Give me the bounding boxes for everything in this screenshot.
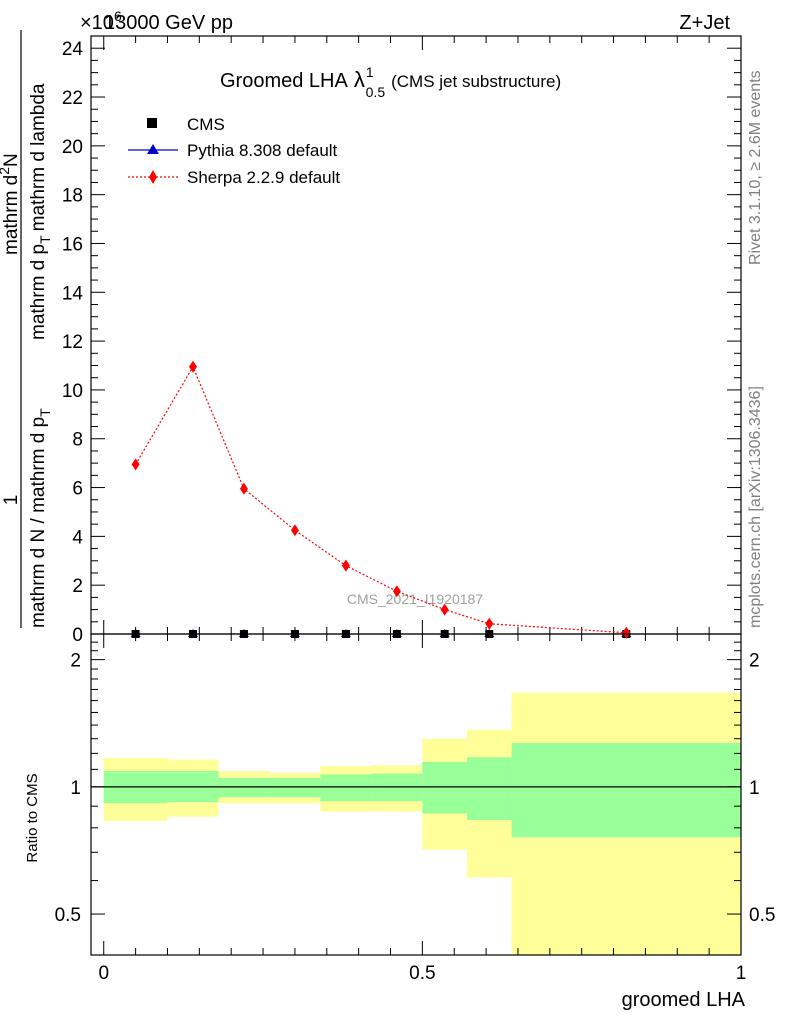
main-ytick-label: 6 [72, 479, 83, 500]
ratio-y-axis-label: Ratio to CMS [24, 773, 41, 862]
main-ytick-label: 10 [62, 381, 83, 402]
sherpa-point [290, 524, 299, 537]
legend-label-sherpa: Sherpa 2.2.9 default [187, 168, 340, 187]
xtick-label: 0 [98, 963, 109, 984]
sherpa-point [239, 482, 248, 495]
ratio-ytick-label: 1 [70, 778, 81, 799]
ratio-stat-band [422, 762, 467, 814]
ratio-stat-band [320, 774, 372, 802]
ratio-stat-band [218, 777, 270, 798]
legend-marker-cms [147, 118, 157, 128]
main-ytick-label: 22 [62, 88, 83, 109]
legend-item-pythia: Pythia 8.308 default [128, 141, 338, 160]
legend-label-cms: CMS [187, 115, 225, 134]
ratio-stat-band [269, 777, 321, 798]
legend-item-sherpa: Sherpa 2.2.9 default [128, 168, 340, 187]
legend-item-cms: CMS [147, 115, 225, 134]
ratio-ytick-label-right: 1 [749, 778, 760, 799]
main-ytick-label: 14 [62, 283, 84, 304]
main-ytick-label: 24 [62, 39, 84, 60]
ratio-ytick-label-right: 2 [749, 651, 760, 672]
ylabel-right-denominator: mathrm d pTmathrm d lambda [28, 83, 53, 340]
main-ytick-label: 2 [72, 576, 83, 597]
legend-marker-sherpa [149, 170, 157, 184]
ratio-ytick-label-right: 0.5 [749, 905, 775, 926]
main-ytick-label: 12 [62, 332, 83, 353]
y-axis-exponent: ×106 [80, 8, 122, 34]
main-ytick-label: 0 [72, 625, 83, 646]
sherpa-point [341, 559, 350, 572]
ratio-ytick-label: 2 [70, 651, 81, 672]
sherpa-point [622, 626, 631, 639]
ratio-stat-band [466, 757, 512, 820]
ratio-frame [90, 633, 742, 956]
ylabel-right-numerator: mathrm d2N [0, 153, 22, 255]
header-process: Z+Jet [679, 12, 730, 34]
sherpa-point [188, 360, 197, 373]
main-ytick-label: 4 [72, 527, 83, 548]
header-collision-energy: 13000 GeV pp [104, 12, 233, 34]
ylabel-denominator: mathrm d N / mathrm d pT [28, 408, 53, 628]
rivet-label: Rivet 3.1.10, ≥ 2.6M events [747, 70, 764, 265]
main-ytick-label: 20 [62, 137, 83, 158]
sherpa-point [485, 617, 494, 630]
main-ytick-label: 16 [62, 234, 83, 255]
sherpa-point [392, 585, 401, 598]
plot-title: Groomed LHA λ1 0.5(CMS jet substructure) [220, 64, 561, 100]
analysis-watermark: CMS_2021_I1920187 [347, 591, 483, 607]
legend-marker-pythia [147, 144, 159, 154]
sherpa-point [131, 458, 140, 471]
main-ytick-label: 8 [72, 430, 83, 451]
x-axis-label: groomed LHA [622, 989, 746, 1011]
ylabel-numerator: 1 [1, 495, 22, 506]
xtick-label: 0.5 [409, 963, 435, 984]
ratio-stat-band [511, 742, 741, 838]
legend: CMS Pythia 8.308 default Sherpa 2.2.9 de… [128, 115, 340, 187]
main-ytick-label: 18 [62, 186, 83, 207]
main-y-axis-label: 1 mathrm d N / mathrm d pT mathrm d pTma… [0, 30, 53, 628]
xtick-label: 1 [736, 963, 747, 984]
legend-label-pythia: Pythia 8.308 default [187, 141, 338, 160]
mcplots-label: mcplots.cern.ch [arXiv:1306.3436] [747, 386, 764, 628]
sherpa-point [440, 603, 449, 616]
ratio-panel: 0.5 0.5 1 1 2 2 0 0.5 1 [55, 633, 775, 984]
ratio-ytick-label: 0.5 [55, 905, 81, 926]
